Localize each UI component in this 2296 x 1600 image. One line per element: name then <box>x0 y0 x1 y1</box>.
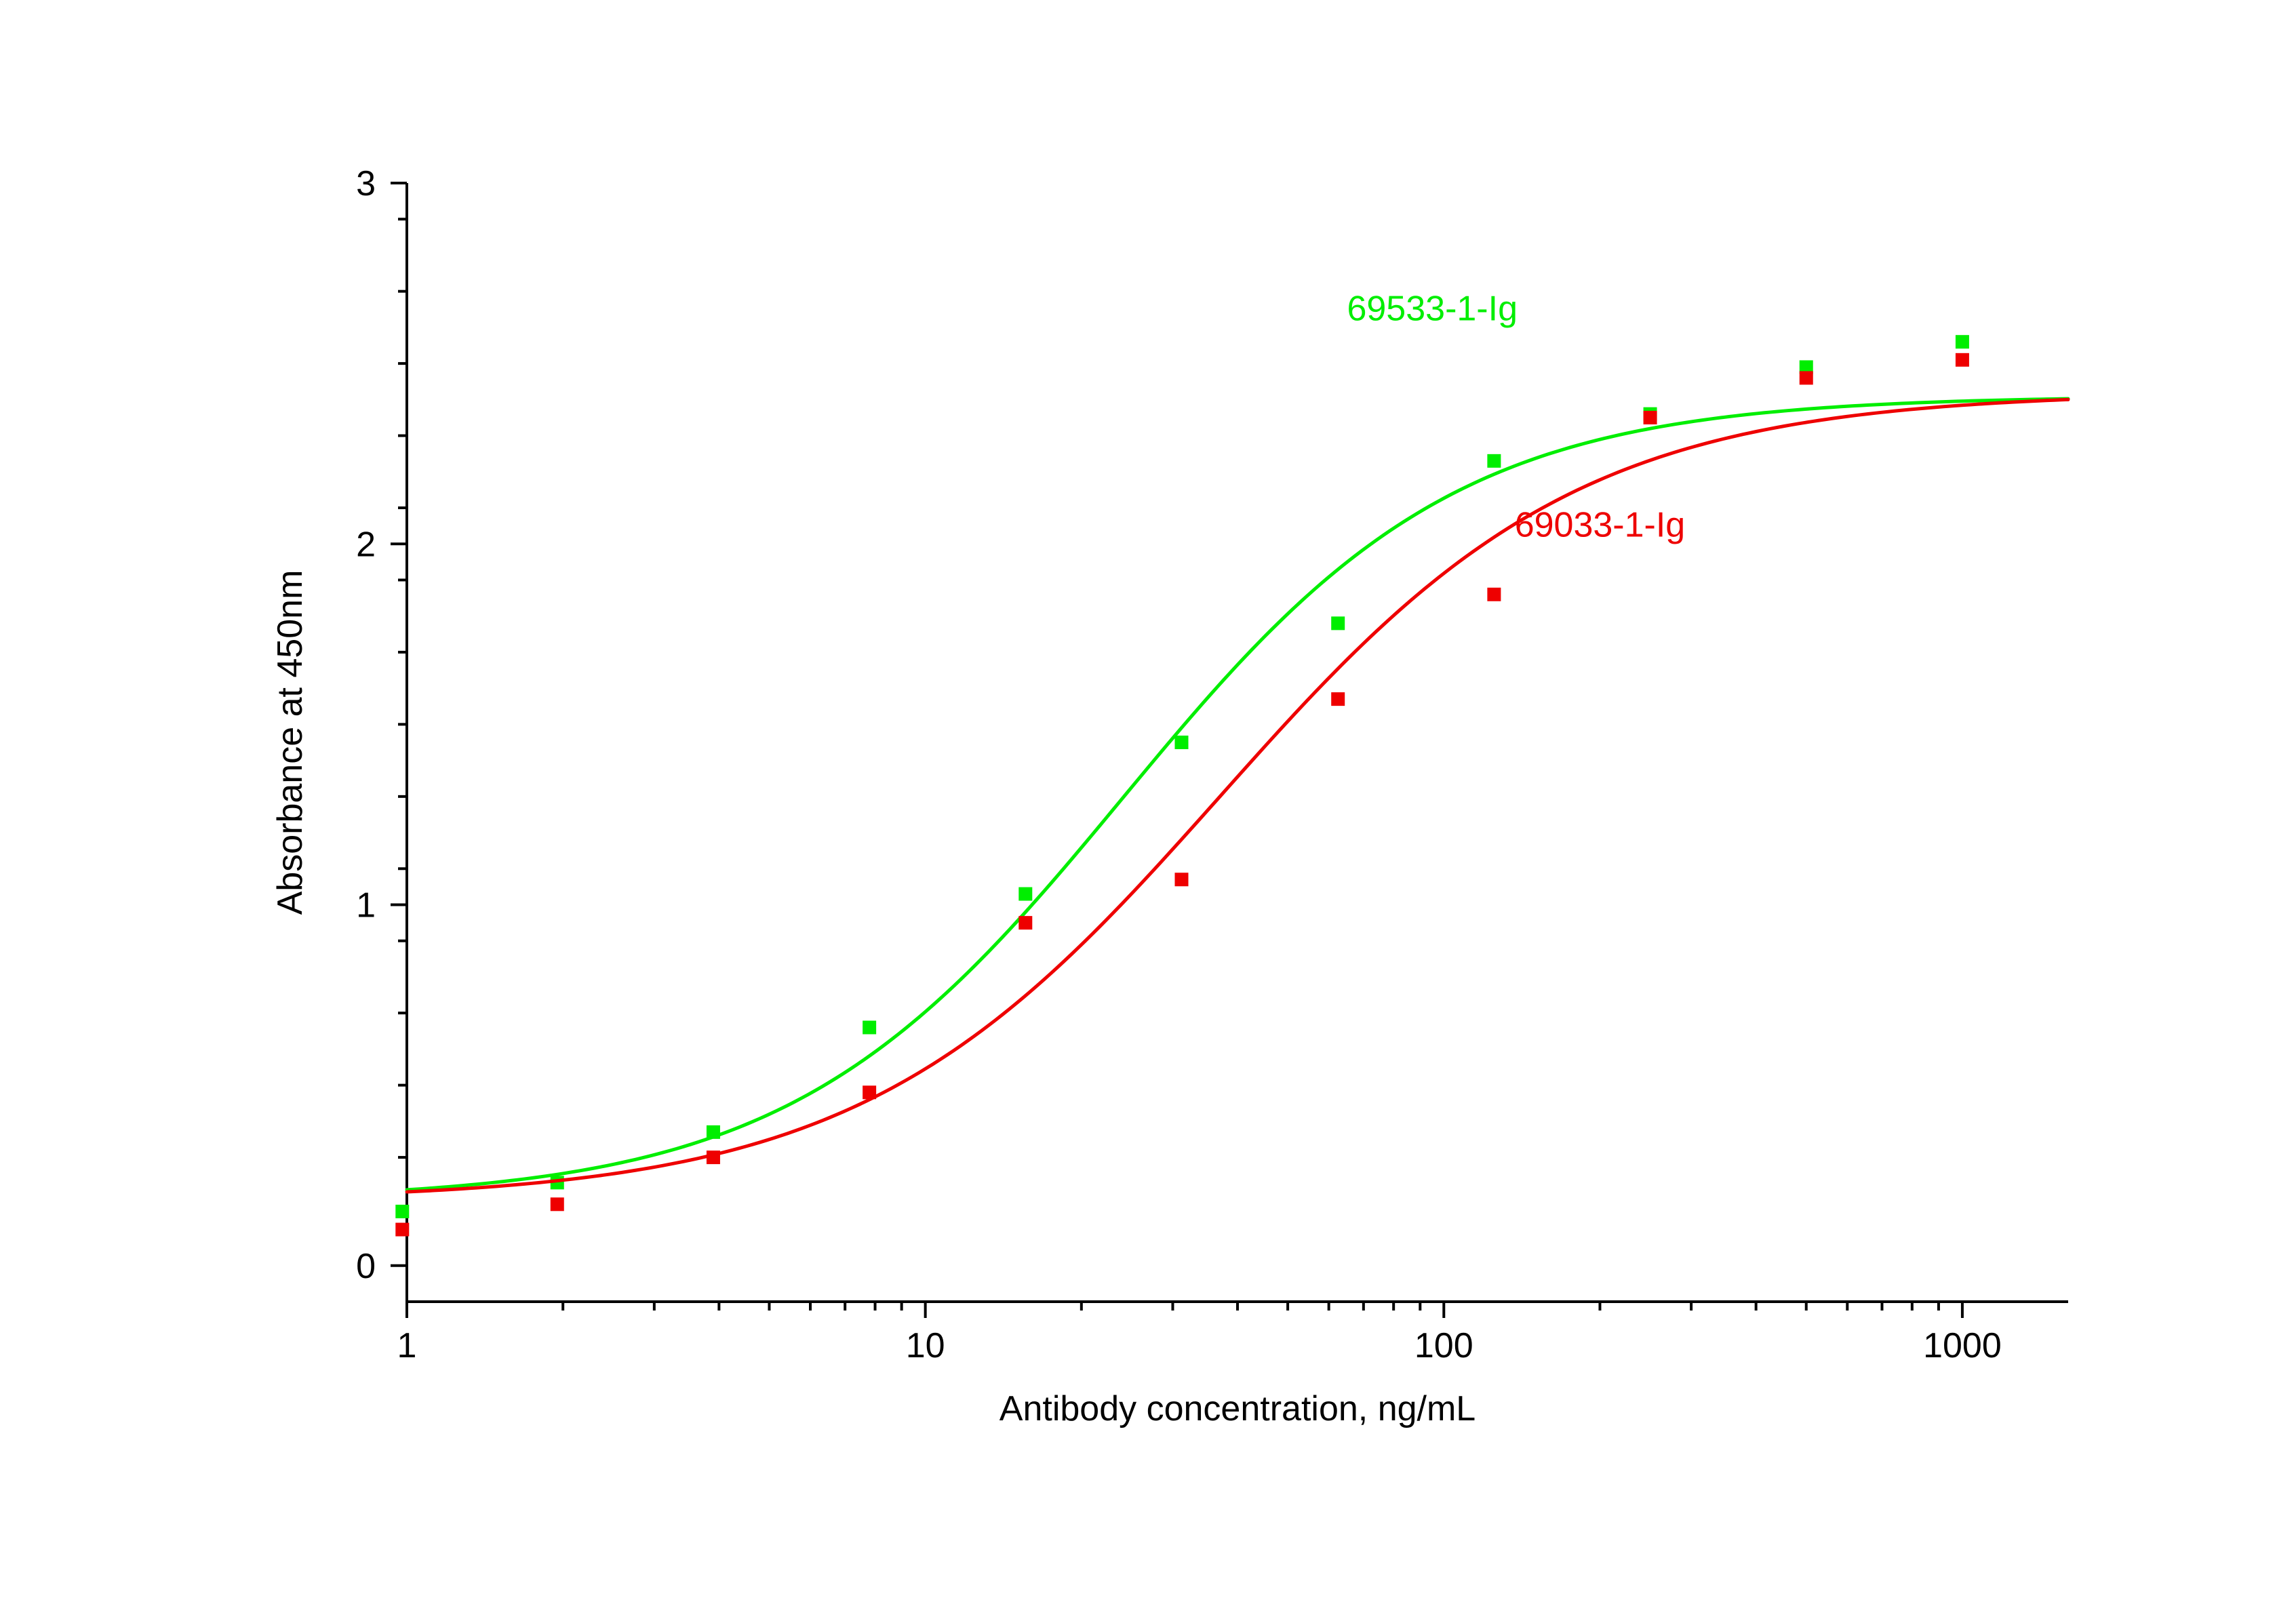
x-tick-label: 1 <box>397 1326 417 1365</box>
data-point <box>863 1020 876 1034</box>
x-tick-label: 100 <box>1414 1326 1473 1365</box>
data-point <box>1487 454 1501 468</box>
y-tick-label: 0 <box>356 1247 376 1286</box>
data-point <box>1956 353 1969 367</box>
data-point <box>707 1151 720 1164</box>
x-tick-label: 1000 <box>1923 1326 2002 1365</box>
data-point <box>1331 616 1345 630</box>
x-tick-label: 10 <box>906 1326 945 1365</box>
data-point <box>1800 371 1813 384</box>
data-point <box>1174 873 1188 886</box>
data-point <box>1644 411 1657 424</box>
dose-response-chart: 1 10 100 1000 Antibody concentration, ng/mL 0… <box>0 0 2296 1600</box>
y-tick-label: 2 <box>356 525 376 564</box>
data-point <box>1487 588 1501 601</box>
data-point <box>395 1223 409 1237</box>
y-tick-label: 1 <box>356 886 376 925</box>
data-point <box>551 1197 564 1211</box>
y-axis-label: Absorbance at 450nm <box>271 570 310 915</box>
data-point <box>1331 692 1345 706</box>
data-point <box>1018 887 1032 901</box>
data-point <box>707 1125 720 1139</box>
x-axis-label: Antibody concentration, ng/mL <box>999 1389 1476 1428</box>
series-label: 69533-1-Ig <box>1347 289 1518 328</box>
data-point <box>863 1085 876 1099</box>
data-point <box>1018 916 1032 929</box>
series-label: 69033-1-Ig <box>1515 506 1686 545</box>
data-point <box>1956 335 1969 348</box>
data-point <box>1174 736 1188 749</box>
y-tick-label: 3 <box>356 164 376 203</box>
data-point <box>395 1205 409 1218</box>
chart-container: 1 10 100 1000 Antibody concentration, ng/mL 0… <box>0 0 2296 1600</box>
